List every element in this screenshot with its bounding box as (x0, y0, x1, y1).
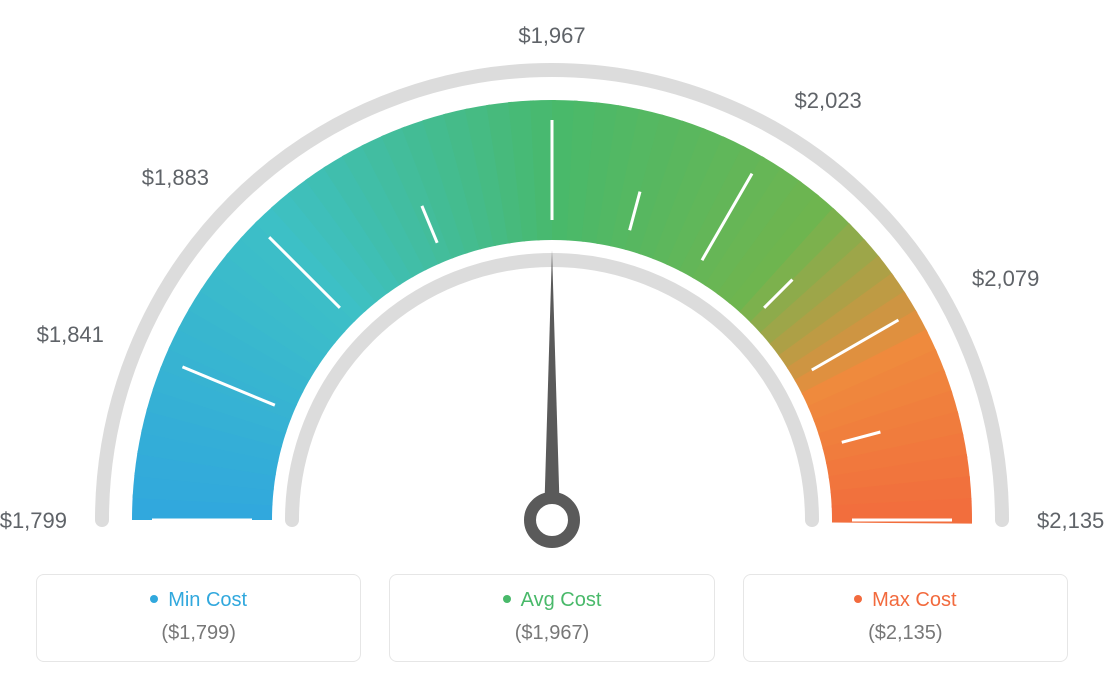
dot-icon (503, 595, 511, 603)
tick-label: $1,799 (0, 508, 67, 534)
tick-label: $1,967 (517, 23, 587, 49)
tick-label: $2,135 (1037, 508, 1104, 534)
gauge-svg (0, 0, 1104, 560)
legend-card-avg: Avg Cost ($1,967) (389, 574, 714, 662)
tick-label: $2,079 (972, 266, 1039, 292)
tick-label: $1,841 (34, 322, 104, 348)
legend-max-value: ($2,135) (744, 622, 1067, 645)
legend-card-min: Min Cost ($1,799) (36, 574, 361, 662)
legend-min-label: Min Cost (168, 589, 247, 611)
legend-title-avg: Avg Cost (390, 589, 713, 612)
legend-title-min: Min Cost (37, 589, 360, 612)
legend-avg-label: Avg Cost (521, 589, 602, 611)
legend-card-max: Max Cost ($2,135) (743, 574, 1068, 662)
legend-title-max: Max Cost (744, 589, 1067, 612)
legend-min-value: ($1,799) (37, 622, 360, 645)
gauge-chart: $1,799 $1,841 $1,883 $1,967 $2,023 $2,079 $2,1… (0, 0, 1104, 560)
legend-avg-value: ($1,967) (390, 622, 713, 645)
legend-max-label: Max Cost (872, 589, 956, 611)
tick-label: $2,023 (795, 88, 862, 114)
tick-label: $1,883 (139, 165, 209, 191)
legend-row: Min Cost ($1,799) Avg Cost ($1,967) Max … (36, 574, 1068, 662)
dot-icon (854, 595, 862, 603)
dot-icon (150, 595, 158, 603)
